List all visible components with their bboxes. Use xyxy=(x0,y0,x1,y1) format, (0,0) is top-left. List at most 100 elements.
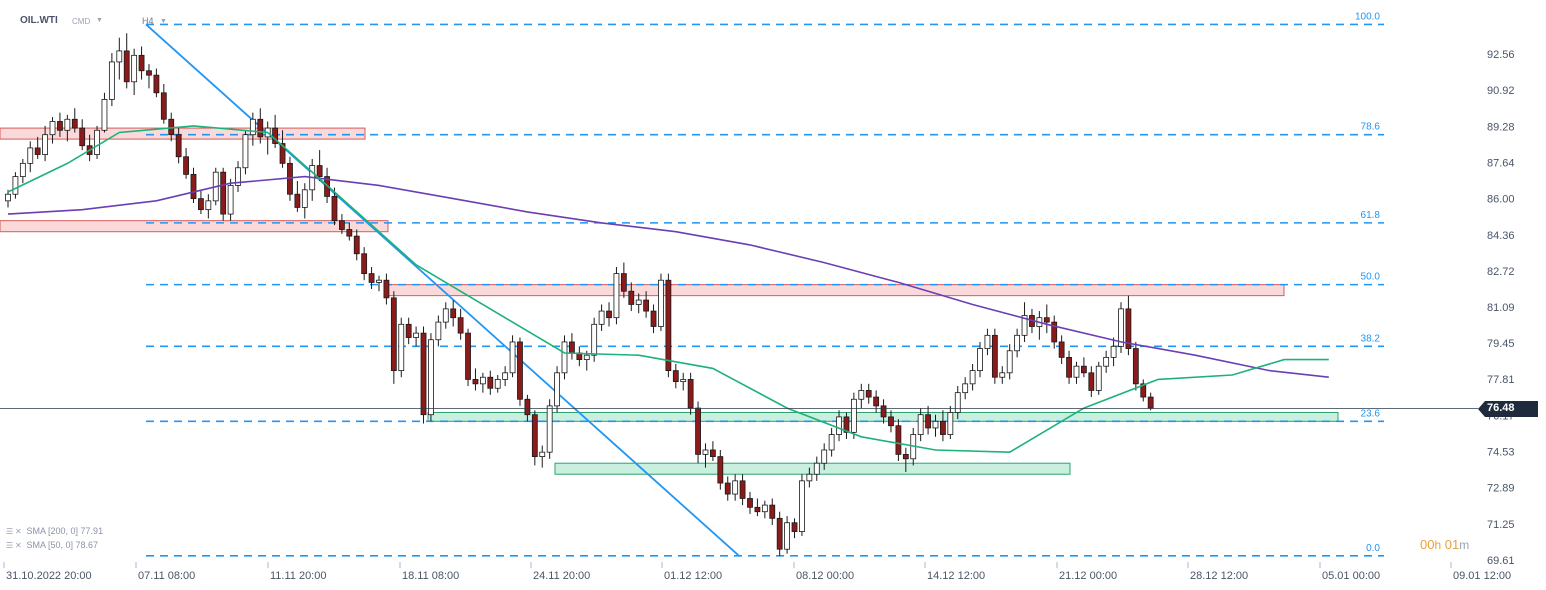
candle-up xyxy=(984,334,991,349)
x-tick-label: 31.10.2022 20:00 xyxy=(6,570,92,582)
candle-up xyxy=(680,379,687,383)
indicator-sma-200[interactable]: ☰ ✕ SMA [200, 0] 77.91 xyxy=(6,526,103,538)
candle-up xyxy=(509,341,516,374)
x-tick-label: 09.01 12:00 xyxy=(1453,570,1511,582)
candle-up xyxy=(813,462,820,475)
current-price-value: 76.48 xyxy=(1487,401,1515,414)
candle-down xyxy=(747,498,753,508)
candle-up xyxy=(947,412,954,435)
y-tick-label: 74.53 xyxy=(1487,447,1515,459)
candles-layer xyxy=(5,33,1154,556)
candle-down xyxy=(739,480,746,499)
y-tick-label: 69.61 xyxy=(1487,555,1515,567)
candle-up xyxy=(442,308,449,323)
candle-up xyxy=(494,379,501,389)
candle-down xyxy=(368,273,375,283)
resistance-zone xyxy=(0,220,389,233)
candle-down xyxy=(420,332,427,416)
y-tick-label: 89.28 xyxy=(1487,121,1515,133)
menu-icon[interactable]: ☰ xyxy=(6,527,14,536)
fib-level-label: 61.8 xyxy=(1361,210,1381,221)
candle-down xyxy=(294,193,301,208)
candle-down xyxy=(324,176,330,197)
menu-icon[interactable]: ☰ xyxy=(6,541,14,550)
candle-up xyxy=(962,383,969,394)
candle-down xyxy=(316,165,323,177)
candle-up xyxy=(428,339,434,416)
candle-up xyxy=(1006,350,1013,374)
candle-down xyxy=(1051,321,1058,343)
candle-down xyxy=(1081,365,1087,374)
candle-up xyxy=(761,504,768,513)
candle-up xyxy=(116,50,123,63)
indicator-sma-50[interactable]: ☰ ✕ SMA [50, 0] 78.67 xyxy=(6,540,98,552)
candle-up xyxy=(205,200,212,211)
candle-down xyxy=(628,290,635,305)
chevron-down-icon[interactable]: ▼ xyxy=(160,18,167,25)
candle-down xyxy=(940,420,946,435)
symbol-label[interactable]: OIL.WTI xyxy=(20,15,58,26)
candle-up xyxy=(702,449,709,455)
y-tick-label: 86.00 xyxy=(1487,194,1515,206)
candle-up xyxy=(235,167,241,186)
trendline-layer[interactable] xyxy=(145,23,740,557)
candle-up xyxy=(398,323,405,372)
y-tick-label: 81.09 xyxy=(1487,302,1515,314)
candle-down xyxy=(346,229,353,237)
candle-down xyxy=(190,173,197,200)
x-tick-label: 28.12 12:00 xyxy=(1190,570,1248,582)
candle-down xyxy=(57,121,63,131)
resistance-zone xyxy=(0,127,366,140)
candle-up xyxy=(101,99,108,131)
candle-down xyxy=(865,390,872,398)
candle-down xyxy=(1088,372,1095,391)
fibonacci-layer: 100.0 78.6 61.8 50.0 38.2 23.6 0.0 xyxy=(146,11,1384,557)
candle-down xyxy=(695,407,701,455)
candle-down xyxy=(279,143,286,164)
candle-up xyxy=(131,54,138,83)
candle-up xyxy=(12,176,19,195)
x-axis[interactable]: 31.10.2022 20:00 07.11 08:00 11.11 20:00 18… xyxy=(3,562,1511,582)
candle-up xyxy=(591,323,598,356)
y-tick-label: 87.64 xyxy=(1487,157,1515,169)
candle-down xyxy=(925,414,931,429)
indicator-label: SMA [50, 0] 78.67 xyxy=(26,540,99,550)
candle-down xyxy=(1066,356,1072,378)
fib-level-label: 38.2 xyxy=(1361,333,1381,344)
candle-down xyxy=(672,370,679,383)
candle-down xyxy=(873,396,880,407)
candle-up xyxy=(836,416,842,435)
sma-200-line xyxy=(7,175,1329,378)
candle-up xyxy=(301,189,308,208)
candle-down xyxy=(457,317,464,334)
close-icon[interactable]: ✕ xyxy=(15,541,22,550)
current-price-tag: 76.48 xyxy=(1478,400,1538,417)
y-tick-label: 71.25 xyxy=(1487,519,1515,531)
close-icon[interactable]: ✕ xyxy=(15,527,22,536)
candle-up xyxy=(435,321,442,341)
candle-up xyxy=(502,372,509,380)
candle-up xyxy=(227,185,234,215)
candle-up xyxy=(1073,365,1080,378)
candle-up xyxy=(1103,356,1110,367)
y-axis[interactable]: 92.56 90.92 89.28 87.64 86.00 84.36 82.72 81.09… xyxy=(1487,49,1515,567)
candle-down xyxy=(198,198,204,211)
chevron-down-icon[interactable]: ▼ xyxy=(96,17,103,24)
x-tick-label: 01.12 12:00 xyxy=(664,570,722,582)
timeframe-selector[interactable]: H4 xyxy=(142,16,154,26)
timer-minutes-unit: m xyxy=(1459,538,1470,552)
indicator-label: SMA [200, 0] 77.91 xyxy=(26,526,104,536)
candle-down xyxy=(472,379,479,385)
candle-down xyxy=(34,147,41,155)
candle-down xyxy=(880,405,887,418)
candle-down xyxy=(524,398,531,416)
instrument-type-label[interactable]: CMD xyxy=(72,17,91,26)
candle-down xyxy=(71,118,78,129)
support-zone xyxy=(554,462,1071,475)
candle-down xyxy=(383,279,390,299)
timer-hours: 00 xyxy=(1420,537,1435,552)
candle-down xyxy=(138,54,145,72)
candle-up xyxy=(1021,315,1028,336)
y-tick-label: 72.89 xyxy=(1487,483,1515,495)
